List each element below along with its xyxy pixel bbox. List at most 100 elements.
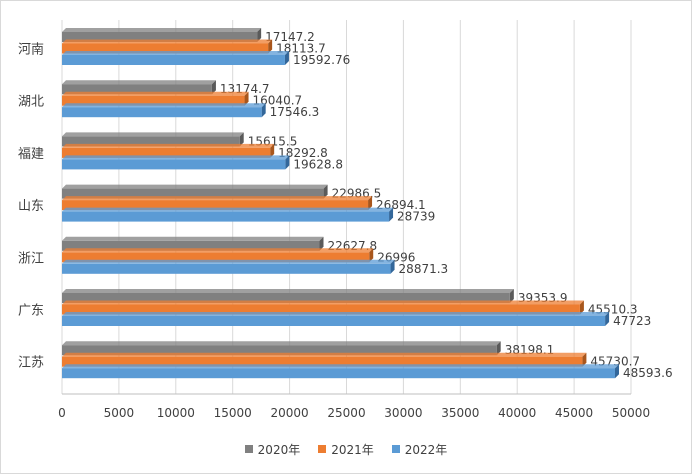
y-category-label: 江苏 (18, 355, 44, 371)
bar (62, 200, 369, 211)
bar-end-face (285, 155, 290, 170)
bar-end-face (389, 207, 394, 222)
data-label: 28871.3 (399, 262, 449, 276)
bar (62, 32, 258, 42)
legend-label-2022: 2022年 (404, 442, 448, 457)
bar (62, 211, 390, 222)
bar (62, 84, 212, 95)
x-tick-label: 5000 (104, 406, 135, 420)
bar (62, 293, 510, 303)
x-tick-label: 20000 (271, 406, 309, 420)
x-tick-label: 15000 (214, 406, 252, 420)
bar (62, 55, 285, 65)
bar-end-face (369, 248, 374, 263)
bar-end-face (614, 364, 619, 379)
bar (62, 107, 262, 118)
bar-end-face (509, 289, 514, 303)
legend-item-2022: 2022年 (391, 440, 448, 458)
data-label: 19592.76 (293, 53, 350, 67)
bar-top-face (62, 341, 501, 346)
data-label: 47723 (613, 314, 651, 328)
legend-label-2020: 2020年 (257, 442, 301, 457)
bar-end-face (284, 51, 289, 65)
bar-end-face (605, 312, 610, 326)
bar-end-face (368, 196, 373, 211)
bar (62, 159, 286, 170)
bar-end-face (239, 132, 244, 147)
y-category-label: 湖北 (18, 95, 44, 110)
y-category-label: 山东 (18, 199, 44, 214)
bar-top-face (62, 196, 373, 201)
bar (62, 316, 606, 326)
bar (62, 43, 269, 54)
bar-end-face (270, 143, 275, 158)
y-category-label: 河南 (18, 42, 44, 58)
x-tick-label: 0 (58, 406, 66, 420)
bar-top-face (62, 300, 584, 305)
bar-top-face (62, 236, 324, 241)
bar-end-face (323, 184, 328, 199)
data-label: 17546.3 (270, 105, 320, 119)
bar-top-face (62, 39, 273, 44)
x-tick-label: 10000 (157, 406, 195, 420)
legend-item-2021: 2021年 (318, 440, 374, 458)
bar-top-face (62, 364, 619, 369)
bar (62, 304, 580, 315)
bar-end-face (261, 103, 266, 118)
bar (62, 252, 370, 263)
bar (62, 345, 497, 356)
bar-top-face (62, 184, 328, 189)
y-category-label: 福建 (18, 147, 44, 162)
bar-end-face (268, 39, 273, 54)
bar-end-face (244, 91, 249, 106)
data-label: 18292.8 (278, 146, 328, 160)
bar (62, 240, 320, 251)
bar-top-face (62, 91, 249, 96)
bar (62, 147, 271, 158)
bar-top-face (62, 289, 514, 293)
x-tick-label: 40000 (498, 406, 536, 420)
bar-end-face (579, 300, 584, 315)
bar-end-face (257, 28, 262, 42)
bar-top-face (62, 132, 244, 137)
legend-swatch-2020 (244, 445, 253, 453)
bar-end-face (319, 236, 324, 251)
bar-top-face (62, 103, 266, 108)
x-tick-label: 45000 (555, 406, 593, 420)
x-tick-label: 50000 (612, 406, 650, 420)
bar (62, 136, 240, 147)
bar-end-face (496, 341, 501, 356)
x-tick-label: 25000 (327, 406, 365, 420)
legend-swatch-2021 (318, 445, 327, 453)
y-category-label: 浙江 (18, 251, 44, 266)
bar (62, 356, 583, 367)
bar-top-face (62, 28, 262, 32)
bar-top-face (62, 155, 290, 160)
bar-top-face (62, 248, 374, 253)
bar-top-face (62, 259, 395, 264)
bar-top-face (62, 143, 275, 148)
legend-swatch-2022 (391, 445, 400, 453)
data-label: 19628.8 (293, 157, 343, 171)
data-label: 28739 (397, 210, 435, 224)
bar-top-face (62, 207, 394, 212)
y-category-label: 广东 (18, 304, 44, 319)
x-tick-label: 35000 (441, 406, 479, 420)
bar-top-face (62, 312, 610, 316)
bar (62, 368, 615, 379)
bar (62, 188, 324, 199)
data-label: 17147.2 (265, 30, 315, 44)
bar-end-face (390, 259, 395, 274)
bar-top-face (62, 352, 587, 357)
data-label: 48593.6 (623, 366, 673, 380)
bar-top-face (62, 80, 216, 85)
x-tick-label: 30000 (384, 406, 422, 420)
legend-item-2020: 2020年 (244, 440, 301, 458)
legend-label-2021: 2021年 (331, 442, 374, 457)
bar (62, 95, 245, 106)
legend: 2020年 2021年 2022年 (0, 440, 692, 458)
bar-top-face (62, 51, 289, 55)
bar-end-face (582, 352, 587, 367)
bar-end-face (211, 80, 216, 95)
